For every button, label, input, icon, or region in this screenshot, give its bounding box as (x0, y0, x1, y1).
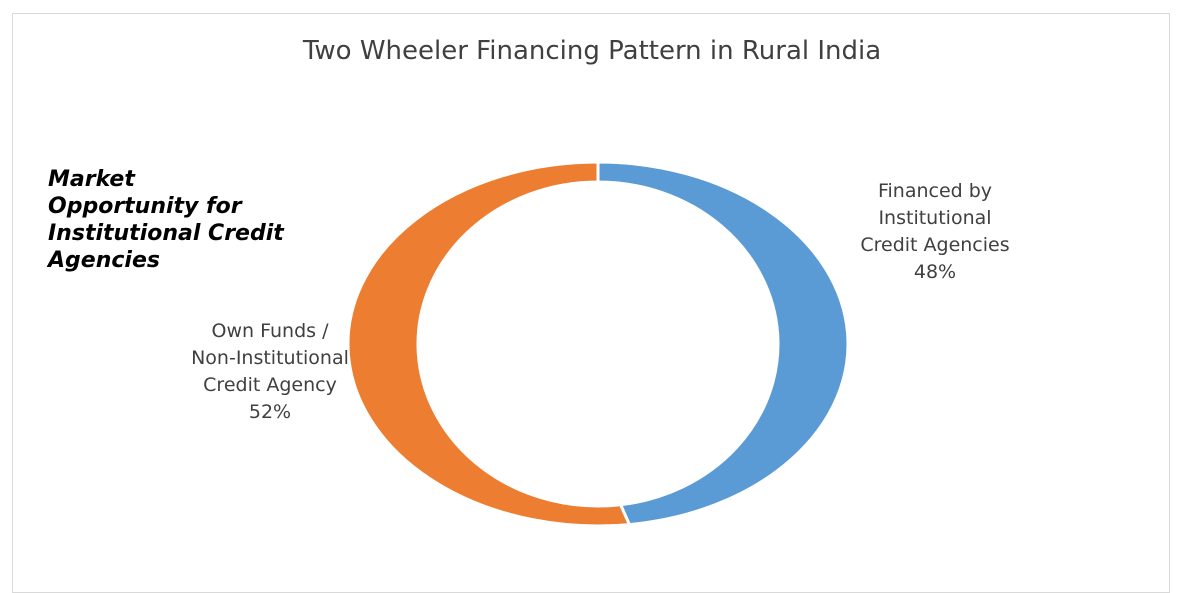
value-label: 52% (248, 401, 292, 423)
slice-label: Own Funds / Non-Institutional Credit Age… (191, 320, 349, 396)
donut-slice (596, 160, 850, 527)
chart: Two Wheeler Financing Pattern in Rural I… (12, 13, 1170, 593)
plot (346, 160, 850, 528)
slice-label: Financed by Institutional Credit Agencie… (860, 180, 1010, 256)
chart-title: Two Wheeler Financing Pattern in Rural I… (302, 36, 882, 66)
value-label: 48% (913, 261, 957, 283)
annotation: Market Opportunity for Institutional Cre… (48, 167, 284, 273)
donut-slice (346, 160, 632, 528)
